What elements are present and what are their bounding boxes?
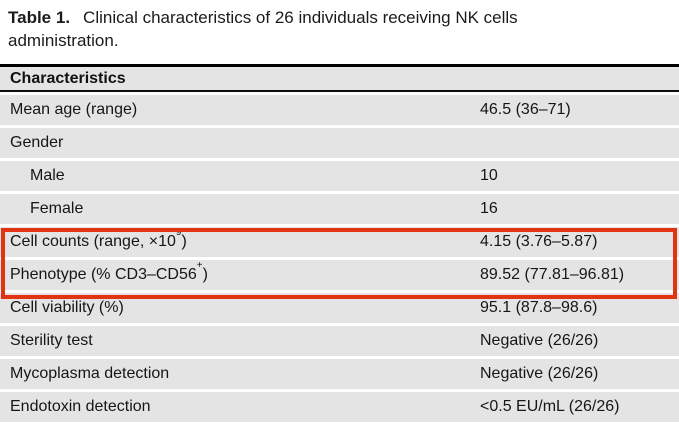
table-row: Female 16 — [0, 194, 679, 224]
row-value: 95.1 (87.8–98.6) — [480, 299, 598, 316]
clinical-characteristics-table: Characteristics Mean age (range) 46.5 (3… — [0, 64, 679, 422]
table-caption-label: Table 1. — [8, 8, 71, 27]
row-value: <0.5 EU/mL (26/26) — [480, 398, 620, 415]
table-row: Mean age (range) 46.5 (36–71) — [0, 95, 679, 125]
table-caption-text-line2: administration. — [8, 31, 119, 50]
table-header-label: Characteristics — [10, 69, 126, 87]
row-label: Female — [30, 200, 84, 217]
table-row: Gender — [0, 128, 679, 158]
row-label: Sterility test — [10, 332, 93, 349]
row-label: Cell counts (range, ×109) — [10, 226, 187, 250]
row-label: Mean age (range) — [10, 101, 138, 118]
row-value: Negative (26/26) — [480, 365, 599, 382]
table-row: Mycoplasma detection Negative (26/26) — [0, 359, 679, 389]
row-value: 10 — [480, 167, 498, 184]
table-header-row: Characteristics — [0, 64, 679, 92]
row-label: Mycoplasma detection — [10, 365, 170, 382]
superscript: + — [196, 259, 203, 271]
row-value: 4.15 (3.76–5.87) — [480, 233, 598, 250]
row-label: Cell viability (%) — [10, 299, 124, 316]
row-value: Negative (26/26) — [480, 332, 599, 349]
row-label: Male — [30, 167, 65, 184]
table-caption-text-line1: Clinical characteristics of 26 individua… — [83, 8, 518, 27]
table-row: Male 10 — [0, 161, 679, 191]
row-label: Endotoxin detection — [10, 398, 151, 415]
table-row: Endotoxin detection <0.5 EU/mL (26/26) — [0, 392, 679, 422]
row-label: Phenotype (% CD3–CD56+) — [10, 259, 208, 283]
table-caption: Table 1. Clinical characteristics of 26 i… — [8, 6, 656, 52]
table-row-highlighted: Cell counts (range, ×109) 4.15 (3.76–5.8… — [0, 227, 679, 257]
table-row: Cell viability (%) 95.1 (87.8–98.6) — [0, 293, 679, 323]
row-value: 16 — [480, 200, 498, 217]
row-value: 89.52 (77.81–96.81) — [480, 266, 625, 283]
table-row-highlighted: Phenotype (% CD3–CD56+) 89.52 (77.81–96.… — [0, 260, 679, 290]
table-row: Sterility test Negative (26/26) — [0, 326, 679, 356]
row-label: Gender — [10, 134, 64, 151]
row-value: 46.5 (36–71) — [480, 101, 571, 118]
superscript: 9 — [175, 226, 182, 238]
